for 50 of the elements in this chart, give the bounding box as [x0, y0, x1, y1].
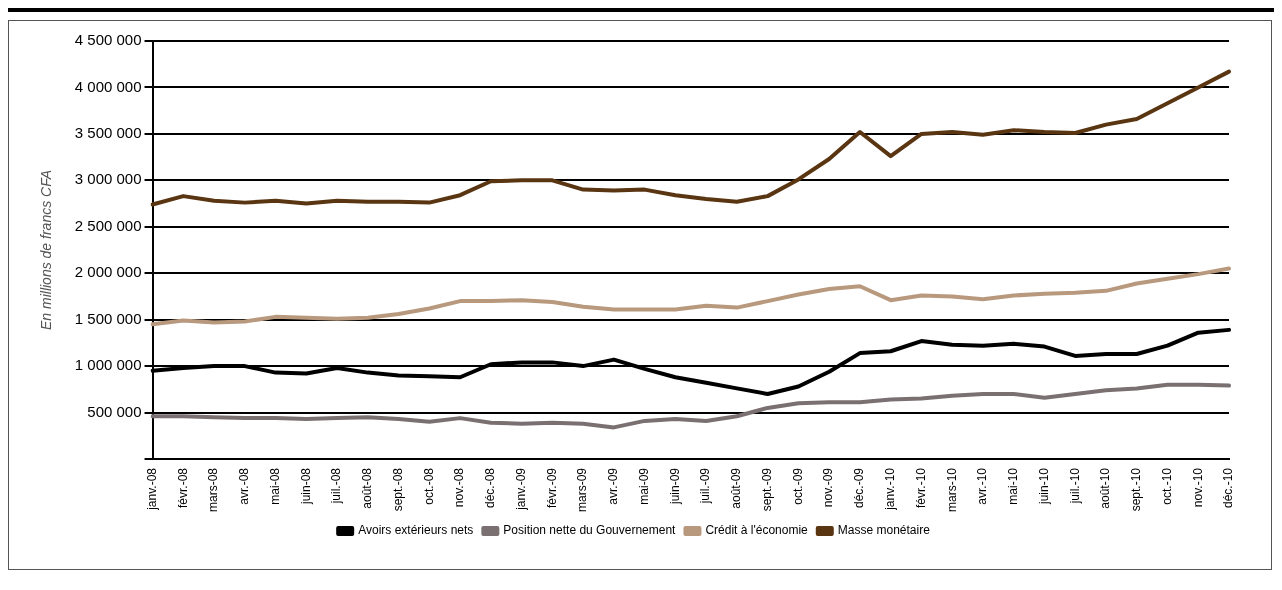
x-tick-label: févr.-09 — [544, 467, 559, 509]
x-tick-label: mai-08 — [267, 467, 282, 505]
x-tick-label: mai-09 — [636, 467, 651, 505]
y-tick-label: 4 500 000 — [74, 31, 142, 49]
x-tick-label: sept.-09 — [759, 467, 774, 512]
x-tick-label: oct.-09 — [790, 467, 805, 505]
y-tick-label: 1 000 000 — [74, 356, 142, 374]
x-tick-label: juin-10 — [1036, 467, 1051, 506]
y-tick-label: 2 000 000 — [74, 263, 142, 281]
x-tick-label: juil.-09 — [698, 467, 713, 505]
x-tick-label: mars-10 — [944, 467, 959, 513]
x-tick-label: janv.-09 — [513, 467, 528, 511]
x-tick-label: avr.-09 — [606, 467, 621, 505]
x-tick-label: avr.-08 — [237, 467, 252, 505]
legend-label: Crédit à l'économie — [705, 523, 809, 538]
x-tick-label: juin-08 — [298, 467, 313, 506]
x-tick-label: févr.-10 — [913, 467, 928, 509]
y-axis-title: En millions de francs CFA — [38, 169, 55, 330]
x-tick-label: déc.-10 — [1221, 467, 1236, 509]
y-tick-label: 2 500 000 — [74, 216, 142, 234]
legend-label: Avoirs extérieurs nets — [358, 523, 474, 538]
x-tick-label: sept.-08 — [390, 467, 405, 512]
x-tick-label: janv.-10 — [882, 467, 897, 511]
x-tick-label: juil.-10 — [1067, 467, 1082, 505]
x-tick-label: juil.-08 — [329, 467, 344, 505]
x-tick-label: déc.-09 — [852, 467, 867, 509]
y-tick-label: 3 500 000 — [74, 124, 142, 142]
x-tick-label: oct.-08 — [421, 467, 436, 505]
x-tick-label: août-08 — [360, 467, 375, 509]
x-tick-label: avr.-10 — [975, 467, 990, 505]
x-tick-label: mars-09 — [575, 467, 590, 513]
y-tick-label: 3 000 000 — [74, 170, 142, 188]
x-tick-label: févr.-08 — [175, 467, 190, 509]
x-tick-label: mars-08 — [206, 467, 221, 513]
x-tick-label: août-09 — [729, 467, 744, 509]
y-tick-label: 4 000 000 — [74, 77, 142, 95]
x-tick-label: juin-09 — [667, 467, 682, 506]
legend-label: Masse monétaire — [837, 523, 931, 538]
x-tick-label: nov.-09 — [821, 467, 836, 508]
y-tick-label: 1 500 000 — [74, 309, 142, 327]
x-tick-label: déc.-08 — [483, 467, 498, 509]
x-tick-label: nov.-10 — [1190, 467, 1205, 508]
y-tick-label: 500 000 — [87, 402, 142, 420]
x-tick-label: nov.-08 — [452, 467, 467, 508]
x-tick-label: janv.-08 — [144, 467, 159, 511]
legend-label: Position nette du Gouvernement — [503, 523, 677, 538]
x-tick-label: oct.-10 — [1159, 467, 1174, 505]
x-tick-label: mai-10 — [1006, 467, 1021, 505]
x-tick-label: sept.-10 — [1129, 467, 1144, 512]
x-tick-label: août-10 — [1098, 467, 1113, 509]
